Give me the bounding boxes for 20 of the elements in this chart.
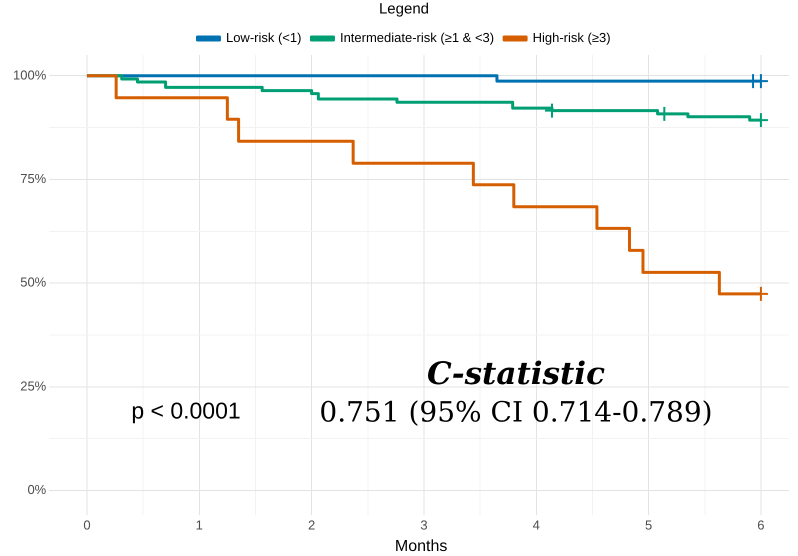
x-tick-label: 2 [308, 518, 316, 533]
x-tick-label: 6 [757, 518, 765, 533]
x-tick-label: 1 [196, 518, 203, 533]
x-tick-label: 3 [420, 518, 428, 533]
legend-label: Intermediate-risk (≥1 & <3) [340, 30, 494, 46]
legend-label: Low-risk (<1) [226, 30, 302, 46]
x-tick-label: 4 [532, 518, 540, 533]
legend-title: Legend [378, 0, 430, 18]
y-tick-label: 100% [13, 67, 47, 82]
x-axis-title: Months [394, 538, 448, 555]
annotation: 0.751 (95% CI 0.714-0.789) [319, 395, 713, 428]
y-tick-label: 25% [20, 378, 47, 394]
x-tick-label: 5 [644, 518, 652, 533]
y-tick-label: 50% [20, 274, 47, 290]
annotation: C-statistic [427, 356, 606, 392]
y-tick-label: 0% [27, 482, 47, 498]
annotation: p < 0.0001 [131, 397, 241, 424]
x-tick-label: 0 [83, 518, 91, 533]
legend-label: High-risk (≥3) [532, 30, 611, 46]
y-tick-label: 75% [20, 170, 47, 186]
